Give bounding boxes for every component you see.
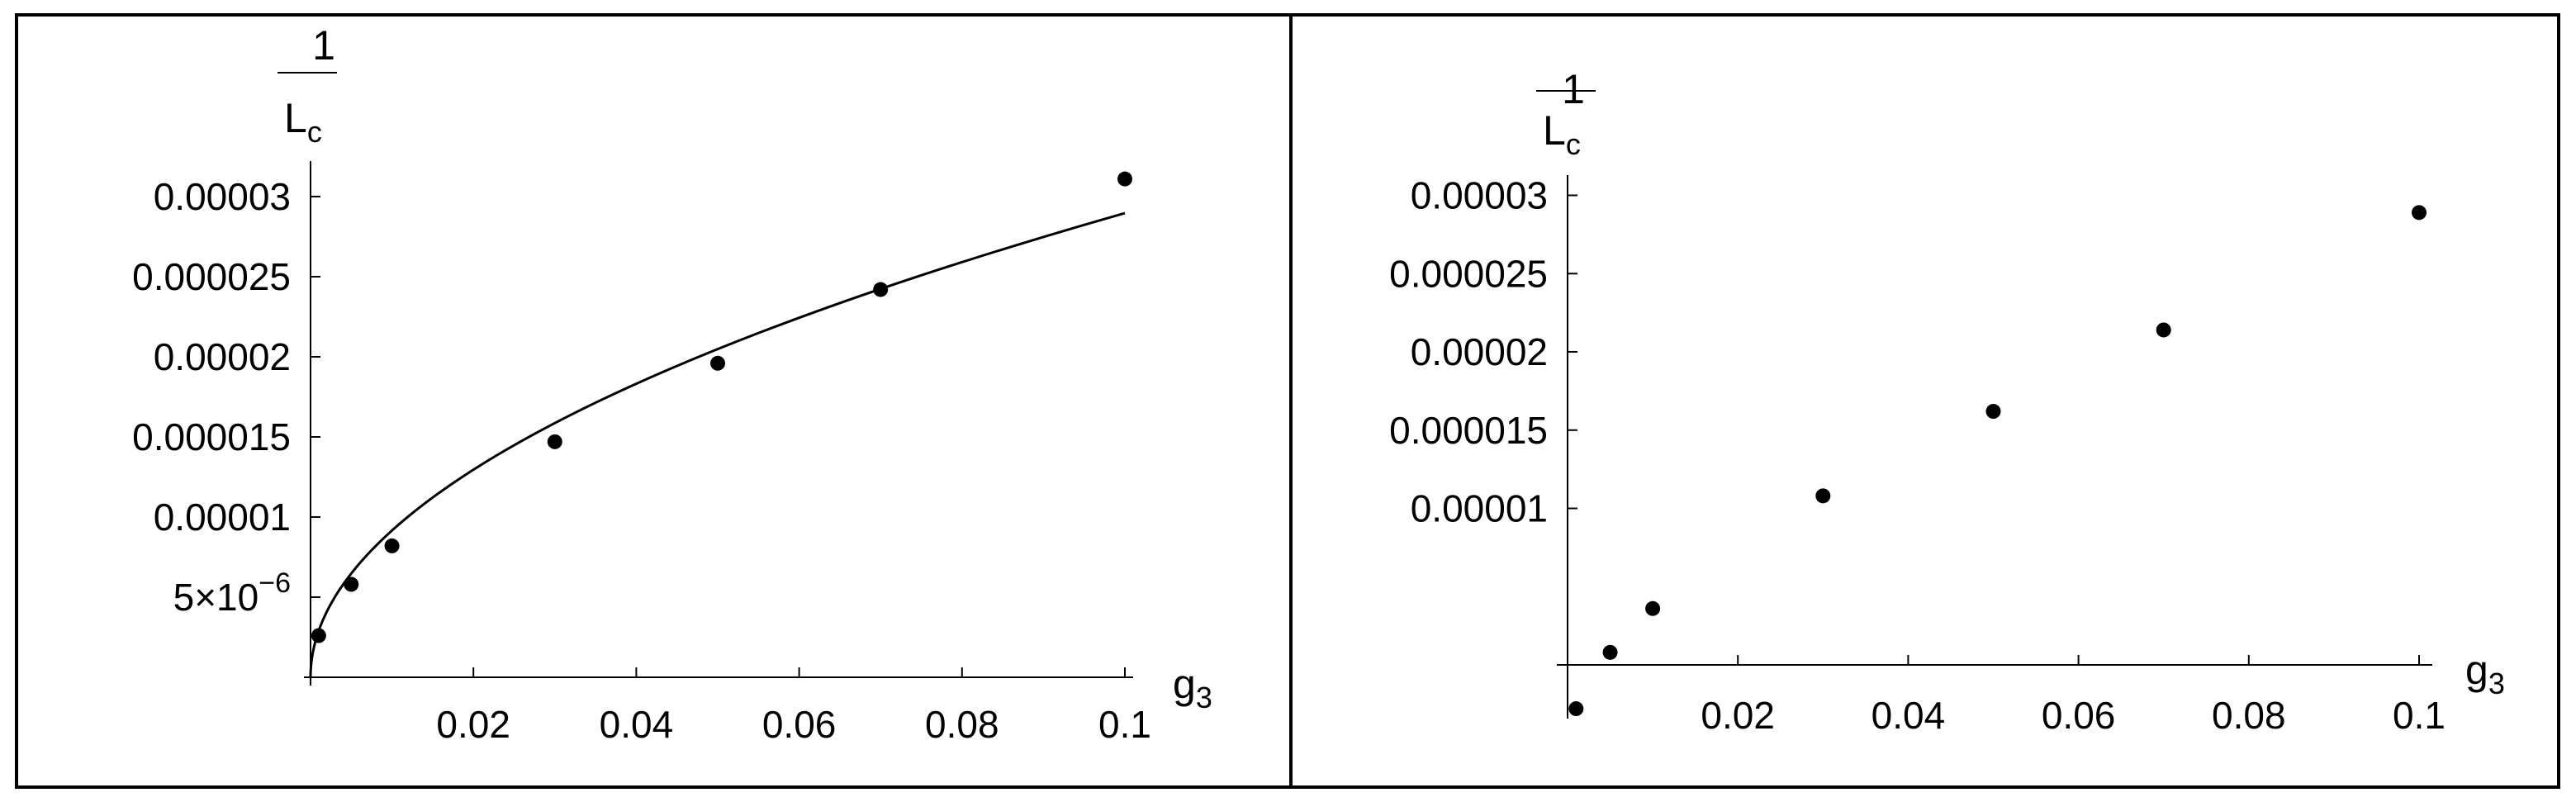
y-tick-label: 0.00003 xyxy=(1411,174,1548,217)
data-point xyxy=(1815,488,1831,504)
x-axis-label-sub: 3 xyxy=(1196,681,1212,714)
x-tick-label: 0.1 xyxy=(1098,703,1151,746)
data-point xyxy=(2156,322,2171,338)
y-tick-label: 0.000015 xyxy=(132,415,291,458)
data-point xyxy=(873,282,889,297)
data-point xyxy=(1645,600,1661,616)
right-panel: 0.02 0.04 0.06 0.08 0.1 0.00001 0.000015 0.0000… xyxy=(1389,66,2505,737)
x-tick-label: 0.04 xyxy=(1872,694,1946,737)
data-point xyxy=(1117,171,1132,187)
x-tick-label: 0.08 xyxy=(925,703,999,746)
fit-curve xyxy=(309,211,1126,678)
data-point xyxy=(311,628,326,643)
data-point xyxy=(2412,205,2427,221)
y-axis-label-denominator-sub: c xyxy=(1566,127,1581,161)
data-point xyxy=(344,577,359,592)
y-tick-label: 0.00001 xyxy=(154,496,291,539)
x-tick-label: 0.08 xyxy=(2212,694,2286,737)
left-panel: 0.02 0.04 0.06 0.08 0.1 5×10−6 0.00001 0.000015… xyxy=(132,22,1212,746)
x-axis-label: g3 xyxy=(1173,661,1212,714)
y-tick-label-exponent: −6 xyxy=(259,567,291,599)
y-axis-label-numerator: 1 xyxy=(312,22,335,69)
y-axis-label-denominator: Lc xyxy=(284,95,322,149)
data-point xyxy=(710,355,725,371)
x-tick-label: 0.02 xyxy=(1701,694,1775,737)
y-tick-label: 0.00003 xyxy=(154,175,291,218)
y-axis-label-denominator-main: L xyxy=(284,95,307,141)
x-tick-label: 0.02 xyxy=(436,703,510,746)
y-tick-label: 0.00001 xyxy=(1411,487,1548,530)
outer-frame xyxy=(15,13,2560,789)
x-axis-label-main: g xyxy=(1173,661,1196,707)
data-point xyxy=(384,538,400,553)
x-tick-label: 0.04 xyxy=(600,703,674,746)
y-tick-label: 0.000025 xyxy=(132,255,291,298)
data-point xyxy=(547,434,562,449)
y-axis-label-numerator: 1 xyxy=(1562,66,1585,112)
data-point xyxy=(1568,701,1584,717)
y-tick-label: 5×10−6 xyxy=(173,567,291,619)
data-point xyxy=(1985,404,2001,420)
x-tick-label: 0.1 xyxy=(2393,694,2446,737)
y-tick-label: 0.000025 xyxy=(1389,252,1548,295)
x-axis-label-main: g xyxy=(2465,647,2488,693)
data-point xyxy=(1602,644,1618,660)
y-tick-label: 0.00002 xyxy=(1411,330,1548,373)
y-axis-label-denominator: Lc xyxy=(1543,107,1581,161)
x-tick-label: 0.06 xyxy=(2042,694,2116,737)
x-axis-label: g3 xyxy=(2465,647,2505,700)
x-axis-label-sub: 3 xyxy=(2488,667,2505,700)
y-axis-label-denominator-main: L xyxy=(1543,107,1566,154)
x-tick-label: 0.06 xyxy=(762,703,837,746)
y-tick-label: 0.00002 xyxy=(154,335,291,378)
y-tick-label-mantissa: 5×10 xyxy=(173,576,259,619)
y-tick-label: 0.000015 xyxy=(1389,409,1548,452)
y-axis-label-denominator-sub: c xyxy=(307,115,322,149)
